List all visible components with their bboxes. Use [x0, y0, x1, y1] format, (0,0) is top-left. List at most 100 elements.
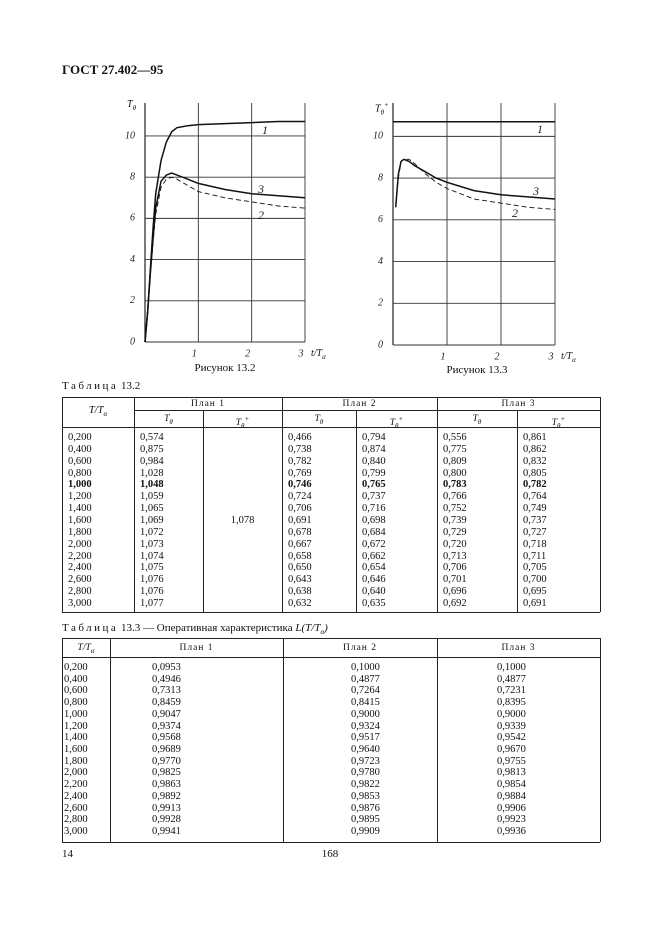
table-cell: 0,782	[523, 479, 583, 491]
table-cell: 0,691	[523, 598, 583, 610]
table-cell: 0,764	[523, 491, 583, 503]
table-cell: 1,200	[64, 721, 124, 733]
table-cell: 1,400	[64, 732, 124, 744]
table-cell: 0,9876	[351, 803, 411, 815]
text: 0,9670	[497, 744, 526, 756]
text: 0,8459	[152, 697, 181, 709]
text: 0,9895	[351, 814, 380, 826]
table-cell: 0,711	[523, 551, 583, 563]
table-cell: 0,691	[288, 515, 348, 527]
text: 0,691	[523, 598, 547, 610]
table-cell: 0,752	[443, 503, 503, 515]
y-tick-label: 8	[130, 171, 135, 182]
text: 0,200	[64, 662, 88, 673]
text: 0,9755	[497, 755, 526, 767]
table-cell: 1,076	[140, 574, 200, 586]
text: 0,9517	[351, 732, 380, 744]
text: 0,769	[288, 467, 312, 479]
text: 0,766	[443, 491, 467, 503]
table-cell: 0,805	[523, 468, 583, 480]
x-axis-label: t/Tα	[561, 351, 601, 366]
text: 0,9928	[152, 814, 181, 826]
column-header: План 1	[110, 642, 283, 654]
table-cell: 0,200	[64, 662, 124, 674]
table-cell: 1,200	[68, 491, 128, 503]
table-cell: 0,574	[140, 432, 200, 444]
text: 1,200	[64, 720, 88, 732]
rule	[203, 410, 204, 612]
text: 0,783	[443, 479, 467, 491]
y-tick-label: 4	[130, 254, 135, 265]
table-cell: 0,678	[288, 527, 348, 539]
table-cell: 0,632	[288, 598, 348, 610]
text: 168	[321, 848, 339, 860]
text: 0,737	[362, 491, 386, 503]
table-cell: 2,000	[64, 767, 124, 779]
table-cell: 0,729	[443, 527, 503, 539]
y-tick-label: 0	[130, 336, 135, 347]
text: 0,782	[523, 479, 547, 491]
text: 1,800	[64, 755, 88, 767]
text: 0,720	[443, 538, 467, 550]
table-cell: 0,4877	[351, 674, 411, 686]
text: 0,711	[523, 550, 547, 562]
table-cell: 0,809	[443, 456, 503, 468]
text: 0,737	[523, 515, 547, 527]
table-cell: 0,9568	[152, 732, 212, 744]
subscript: θ	[395, 422, 399, 431]
text: План 1	[190, 399, 226, 409]
page-header: ГОСТ 27.402—95	[62, 63, 262, 76]
table-cell: 0,9689	[152, 744, 212, 756]
column-header: T/Tα	[62, 405, 134, 420]
table-cell: 1,800	[68, 527, 128, 539]
y-tick-label: 2	[378, 298, 383, 309]
table-cell: 0,662	[362, 551, 422, 563]
text: 0,638	[288, 586, 312, 598]
table-cell: 0,840	[362, 456, 422, 468]
table-cell: 0,9923	[497, 814, 557, 826]
rule	[517, 410, 518, 612]
text: )	[324, 622, 328, 634]
text: 0,672	[362, 538, 386, 550]
text: 0,9000	[497, 708, 526, 720]
table-cell: 2,000	[68, 539, 128, 551]
rule	[356, 410, 357, 612]
table-cell: 0,9770	[152, 756, 212, 768]
table-cell: 0,9906	[497, 803, 557, 815]
subscript: α	[322, 353, 326, 361]
table-label: Таблица	[62, 622, 119, 634]
curve-label: 1	[537, 122, 543, 136]
text: 0,716	[362, 503, 386, 515]
x-tick-label: 2	[495, 351, 500, 362]
subscript: θ	[380, 108, 385, 117]
text: 0,9723	[351, 755, 380, 767]
x-tick-label: 2	[245, 348, 250, 359]
table-cell: 0,9936	[497, 826, 557, 838]
text: 0,800	[443, 467, 467, 479]
text: 0,775	[443, 443, 467, 455]
x-axis-label: t/Tα	[311, 348, 351, 363]
table-caption: Таблица 13.3 — Оперативная характеристик…	[62, 622, 328, 638]
table-cell: 0,667	[288, 539, 348, 551]
table-cell: 0,800	[68, 468, 128, 480]
table-cell: 0,640	[362, 586, 422, 598]
rule	[283, 638, 284, 842]
rule	[134, 410, 600, 411]
subscript: α	[572, 356, 576, 364]
column-header: План 3	[437, 398, 600, 410]
rule	[110, 638, 111, 842]
table-cell: 0,720	[443, 539, 503, 551]
text: 1,400	[68, 503, 92, 515]
table-cell: 0,706	[443, 562, 503, 574]
text: 0,400	[68, 443, 92, 455]
table-cell: 0,600	[64, 685, 124, 697]
table-cell: 0,4877	[497, 674, 557, 686]
table-cell: 0,9542	[497, 732, 557, 744]
text: 0,800	[68, 467, 92, 479]
text: 2,000	[68, 538, 92, 550]
table-cell: 0,775	[443, 444, 503, 456]
curve-label: 2	[512, 206, 518, 220]
text: 0,640	[362, 586, 386, 598]
superscript: +	[244, 415, 250, 423]
text: 0,752	[443, 503, 467, 515]
